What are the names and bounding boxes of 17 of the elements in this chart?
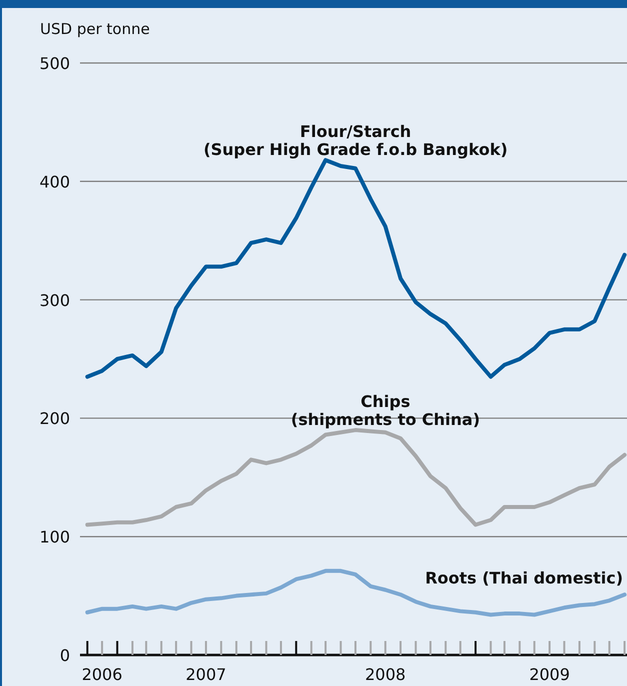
series-label: Roots (Thai domestic) [425, 568, 623, 588]
line-series [85, 158, 627, 379]
y-tick-label: 100 [39, 528, 70, 547]
x-tick-label: 2009 [529, 665, 570, 684]
y-tick-label: 200 [39, 409, 70, 428]
y-axis-title: USD per tonne [40, 20, 150, 38]
series-label: Chips (shipments to China) [290, 392, 480, 430]
x-tick-label: 2007 [186, 665, 226, 684]
x-tick-label: 2008 [365, 665, 406, 684]
y-tick-label: 500 [39, 54, 70, 73]
y-tick-label: 300 [39, 290, 70, 310]
series-label: Flour/Starch (Super High Grade f.o.b Bangkok) [203, 122, 508, 160]
line-series [85, 568, 627, 617]
line-series [85, 428, 627, 527]
y-tick-label: 0 [60, 646, 70, 665]
x-tick-label: 2006 [82, 665, 122, 684]
y-tick-label: 400 [39, 172, 70, 192]
